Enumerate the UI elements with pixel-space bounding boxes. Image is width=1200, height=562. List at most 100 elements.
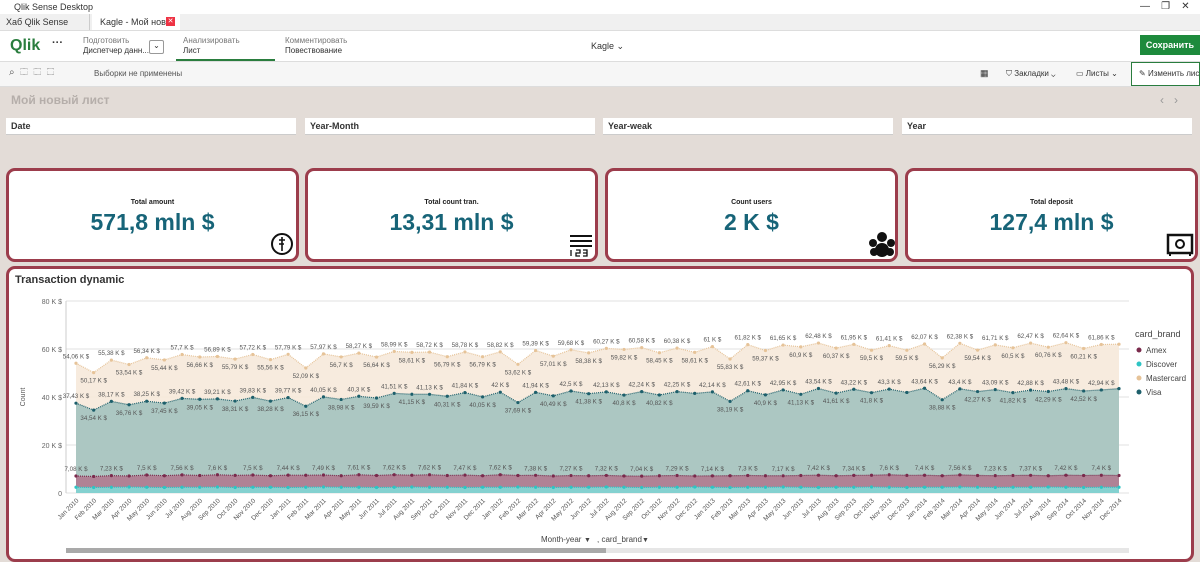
edit-sheet[interactable]: ✎ Изменить лист <box>1131 62 1200 86</box>
window-controls[interactable]: — ❐ ✕ <box>1140 1 1190 12</box>
point <box>976 390 979 393</box>
save-button[interactable]: Сохранить <box>1140 35 1200 55</box>
point <box>74 474 77 477</box>
point <box>888 387 891 390</box>
point <box>941 486 944 489</box>
chart: Transaction dynamic Count card_brand 020… <box>9 269 1191 556</box>
point <box>728 357 731 360</box>
point <box>941 474 944 477</box>
point <box>1082 474 1085 477</box>
point <box>587 392 590 395</box>
data-label: 42,5 K $ <box>559 381 583 388</box>
legend-label: Visa <box>1146 388 1162 397</box>
point <box>446 486 449 489</box>
nav-label: Анализировать <box>183 36 240 45</box>
menu[interactable]: ··· <box>52 37 63 49</box>
tab[interactable]: Kagle - Мой нов...✕ <box>92 14 180 30</box>
point <box>711 390 714 393</box>
data-label: 39,83 K $ <box>240 387 267 394</box>
filter[interactable]: Year-weak <box>603 118 893 135</box>
data-label: 43,09 K $ <box>982 380 1009 387</box>
point <box>622 348 625 351</box>
point <box>905 486 908 489</box>
legend-title: card_brand <box>1135 329 1181 339</box>
point <box>304 405 307 408</box>
point <box>605 390 608 393</box>
point <box>287 353 290 356</box>
sheet-title: Мой новый лист <box>11 93 110 107</box>
tab[interactable]: Хаб Qlik Sense Desktop <box>0 14 90 30</box>
data-label: 41,38 K $ <box>575 399 602 406</box>
point <box>198 486 201 489</box>
point <box>587 474 590 477</box>
sheet-nav[interactable]: ‹ › <box>1160 93 1178 107</box>
legend-label: Mastercard <box>1146 374 1186 383</box>
legend-swatch <box>1137 390 1142 395</box>
data-label: 42,13 K $ <box>593 382 620 389</box>
y-tick-label: 20 K $ <box>42 443 62 450</box>
filter[interactable]: Year-Month <box>305 118 595 135</box>
nav-value[interactable]: Диспетчер данн... <box>83 46 149 55</box>
point <box>322 485 325 488</box>
grid-icon[interactable]: ▦ <box>980 68 989 79</box>
point <box>322 352 325 355</box>
data-label: 42,95 K $ <box>770 380 797 387</box>
point <box>728 474 731 477</box>
bookmarks[interactable]: ⛉ Закладки ⌄ <box>1006 69 1055 79</box>
point <box>516 474 519 477</box>
point <box>92 486 95 489</box>
point <box>357 473 360 476</box>
data-label: 43,4 K $ <box>948 379 972 386</box>
close-tab[interactable]: ✕ <box>166 17 175 26</box>
data-label: 60,9 K $ <box>789 352 813 359</box>
kpi-card: Total count tran.13,31 mln $ <box>305 168 598 262</box>
scrollbar-thumb[interactable] <box>66 548 606 553</box>
selection-tools[interactable]: ⌕ ⬚ ⬚ ⬚ <box>9 67 54 78</box>
filter[interactable]: Year <box>902 118 1192 135</box>
data-label: 7,44 K $ <box>277 465 301 472</box>
point <box>569 474 572 477</box>
data-label: 38,98 K $ <box>328 404 355 411</box>
data-label: 41,15 K $ <box>399 399 426 406</box>
point <box>251 353 254 356</box>
data-label: 7,37 K $ <box>1019 465 1043 472</box>
point <box>622 486 625 489</box>
point <box>799 486 802 489</box>
nav-value[interactable]: Лист <box>183 46 200 55</box>
app-name[interactable]: Kagle ⌄ <box>591 41 624 52</box>
filter[interactable]: Date <box>6 118 296 135</box>
point <box>499 391 502 394</box>
point <box>269 486 272 489</box>
sheets[interactable]: ▭ Листы ⌄ <box>1076 69 1118 78</box>
point <box>693 474 696 477</box>
data-label: 61 K $ <box>703 337 721 344</box>
data-label: 61,41 K $ <box>876 336 903 343</box>
nav-value[interactable]: Повествование <box>285 46 342 55</box>
point <box>180 397 183 400</box>
legend-label: Discover <box>1146 360 1177 369</box>
dimension-label: Month-year <box>541 535 582 544</box>
point <box>905 474 908 477</box>
dropdown[interactable]: ⌄ <box>149 40 164 54</box>
data-label: 7,62 K $ <box>418 465 442 472</box>
point <box>711 486 714 489</box>
data-label: 56,79 K $ <box>434 362 461 369</box>
logo[interactable]: Qlik <box>10 37 40 55</box>
point <box>499 350 502 353</box>
data-label: 56,7 K $ <box>330 362 354 369</box>
window-title: Qlik Sense Desktop <box>14 2 93 12</box>
data-label: 56,29 K $ <box>929 363 956 370</box>
point <box>923 474 926 477</box>
kpi-value: 2 K $ <box>608 209 895 236</box>
point <box>746 389 749 392</box>
point <box>322 395 325 398</box>
point <box>746 474 749 477</box>
point <box>92 409 95 412</box>
data-label: 42,94 K $ <box>1088 380 1115 387</box>
data-label: 55,44 K $ <box>151 365 178 372</box>
point <box>410 351 413 354</box>
data-label: 39,59 K $ <box>363 403 390 410</box>
data-label: 58,99 K $ <box>381 341 408 348</box>
point <box>340 486 343 489</box>
